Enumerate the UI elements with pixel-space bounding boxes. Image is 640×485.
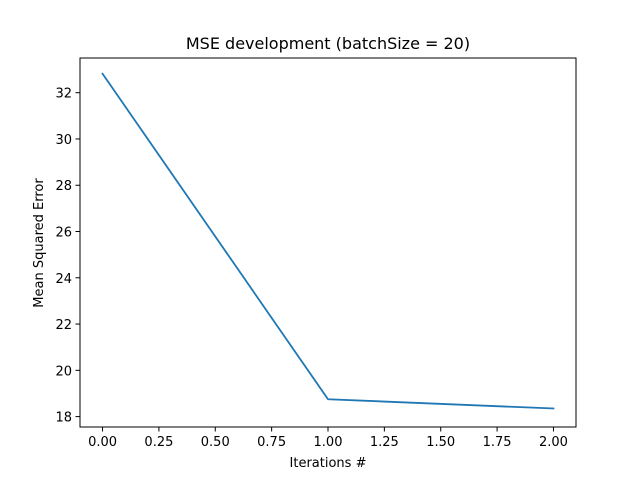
- x-tick-label: 0.75: [257, 435, 286, 450]
- y-axis-ticks: 18 20 22 24 26 28 30 32: [55, 87, 80, 426]
- y-tick-label: 20: [55, 364, 72, 379]
- y-tick-label: 18: [55, 411, 72, 426]
- x-axis-ticks: 0.00 0.25 0.50 0.75 1.00 1.25 1.50 1.75 2.00: [88, 427, 568, 450]
- x-tick-label: 0.25: [144, 435, 173, 450]
- chart-title: MSE development (batchSize = 20): [186, 34, 470, 53]
- y-tick-label: 26: [55, 226, 72, 241]
- series-line-0: [101, 72, 555, 410]
- y-tick-label: 22: [55, 318, 72, 333]
- y-tick-label: 28: [55, 179, 72, 194]
- x-tick-label: 1.25: [370, 435, 399, 450]
- x-tick-label: 1.00: [314, 435, 343, 450]
- x-tick-label: 0.50: [201, 435, 230, 450]
- y-tick-label: 24: [55, 272, 72, 287]
- y-axis-label: Mean Squared Error: [32, 178, 47, 308]
- y-tick-label: 32: [55, 87, 72, 102]
- x-tick-label: 1.50: [426, 435, 455, 450]
- x-tick-label: 2.00: [539, 435, 568, 450]
- y-tick-label: 30: [55, 133, 72, 148]
- x-tick-label: 0.00: [88, 435, 117, 450]
- x-tick-label: 1.75: [483, 435, 512, 450]
- x-axis-label: Iterations #: [290, 456, 367, 471]
